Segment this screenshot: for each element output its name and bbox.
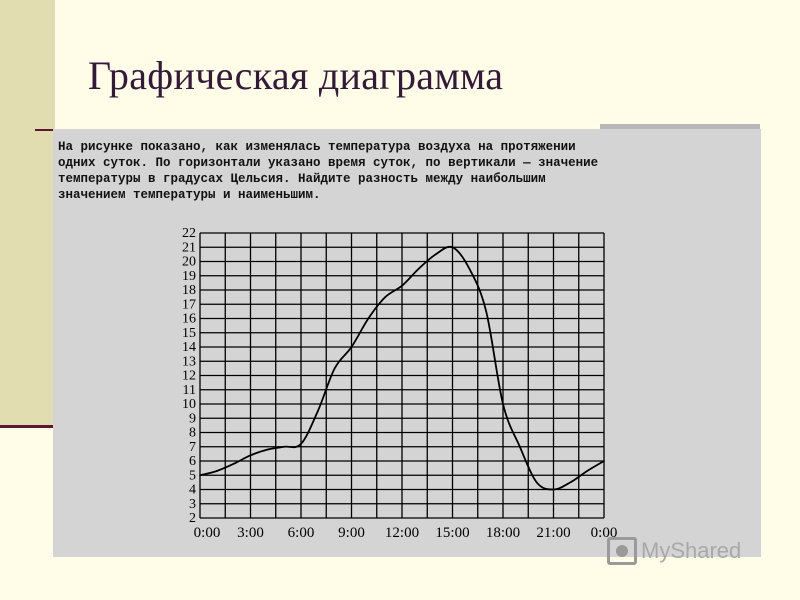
- data-point: [434, 253, 437, 256]
- data-point: [586, 470, 588, 472]
- title-rule: [35, 129, 65, 131]
- y-tick-label: 14: [182, 340, 196, 355]
- watermark-logo-icon: [607, 537, 637, 565]
- y-tick-label: 19: [182, 269, 196, 284]
- y-tick-label: 8: [189, 426, 196, 441]
- y-tick-label: 16: [182, 312, 196, 327]
- data-point: [283, 445, 285, 448]
- y-tick-label: 10: [182, 397, 196, 412]
- problem-text: На рисунке показано, как изменялась темп…: [58, 139, 758, 203]
- y-tick-label: 21: [182, 240, 196, 255]
- watermark: MyShared: [607, 537, 741, 565]
- y-tick-label: 9: [189, 411, 196, 426]
- data-point: [384, 296, 386, 298]
- data-point: [266, 448, 269, 451]
- x-tick-label: 0:00: [194, 525, 221, 541]
- y-tick-label: 12: [182, 369, 196, 384]
- data-point: [485, 310, 487, 313]
- left-decor-line: [0, 425, 55, 428]
- problem-panel: [53, 129, 761, 557]
- y-tick-label: 3: [189, 497, 196, 512]
- y-tick-label: 18: [182, 283, 196, 298]
- data-point: [300, 443, 302, 445]
- data-point: [317, 410, 319, 412]
- data-point: [535, 481, 538, 484]
- data-point: [249, 454, 252, 457]
- y-tick-label: 2: [189, 511, 196, 526]
- watermark-text: MyShared: [641, 538, 742, 563]
- data-point: [468, 267, 471, 270]
- y-tick-label: 20: [182, 255, 196, 270]
- y-tick-label: 11: [183, 383, 196, 398]
- problem-line: одних суток. По горизонтали указано врем…: [58, 156, 599, 170]
- y-tick-label: 22: [182, 226, 196, 241]
- x-tick-label: 12:00: [385, 525, 419, 541]
- problem-line: температуры в градусах Цельсия. Найдите …: [58, 172, 546, 186]
- y-tick-label: 5: [189, 468, 196, 483]
- x-tick-label: 21:00: [536, 525, 570, 541]
- data-point: [367, 317, 370, 320]
- data-point: [333, 367, 336, 370]
- data-point: [519, 445, 521, 448]
- y-tick-label: 7: [189, 440, 196, 455]
- data-point: [401, 284, 403, 287]
- data-point: [232, 463, 235, 465]
- data-point: [216, 470, 218, 472]
- x-tick-label: 18:00: [486, 525, 520, 541]
- data-point: [199, 474, 201, 477]
- y-tick-label: 6: [189, 454, 196, 469]
- y-tick-label: 15: [182, 326, 196, 341]
- x-tick-label: 9:00: [338, 525, 365, 541]
- slide-title: Графическая диаграмма: [88, 53, 504, 98]
- y-tick-label: 17: [182, 297, 196, 312]
- data-point: [502, 403, 504, 405]
- left-decor-band: [0, 0, 55, 425]
- data-point: [451, 246, 454, 249]
- data-point: [552, 488, 555, 491]
- panel-top-line: [600, 124, 760, 130]
- data-point: [418, 267, 420, 270]
- problem-line: значением температуры и наименьшим.: [58, 188, 321, 202]
- y-tick-label: 4: [189, 483, 196, 498]
- data-point: [350, 346, 353, 348]
- y-tick-label: 13: [182, 354, 196, 369]
- x-tick-label: 15:00: [435, 525, 469, 541]
- x-tick-label: 3:00: [237, 525, 264, 541]
- data-point: [603, 460, 605, 462]
- x-tick-label: 6:00: [288, 525, 315, 541]
- problem-line: На рисунке показано, как изменялась темп…: [58, 140, 576, 154]
- data-point: [569, 481, 572, 484]
